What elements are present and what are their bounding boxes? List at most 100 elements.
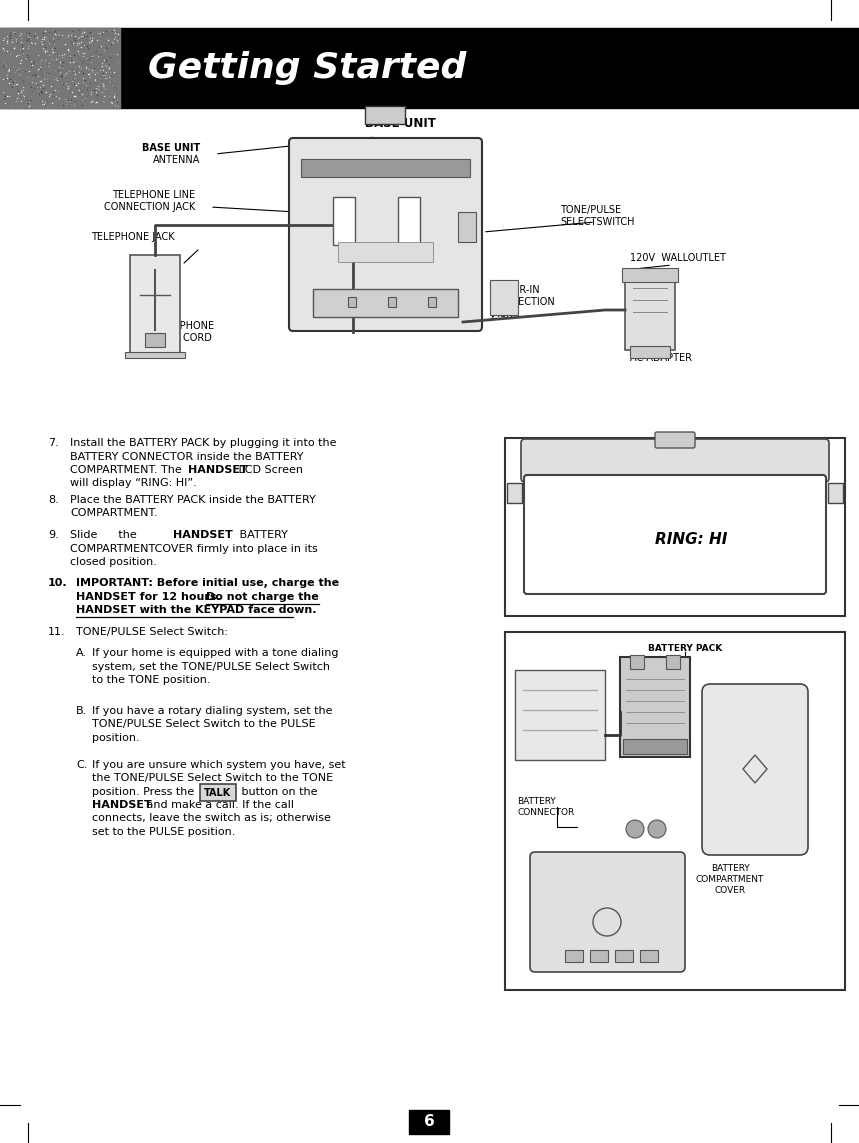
Text: BATTERY: BATTERY <box>517 797 556 806</box>
Text: Install the BATTERY PACK by plugging it into the: Install the BATTERY PACK by plugging it … <box>70 438 337 448</box>
Bar <box>630 346 670 358</box>
Bar <box>0 27 859 107</box>
Text: If your home is equipped with a tone dialing: If your home is equipped with a tone dia… <box>92 648 338 658</box>
Bar <box>640 950 658 962</box>
Bar <box>428 297 436 307</box>
FancyBboxPatch shape <box>521 439 829 482</box>
Text: will display “RING: HI”.: will display “RING: HI”. <box>70 479 197 488</box>
Text: BATTERY: BATTERY <box>710 864 749 873</box>
Text: TELEPHONE JACK: TELEPHONE JACK <box>91 232 175 242</box>
Text: BATTERY PACK: BATTERY PACK <box>648 644 722 653</box>
Text: COMPARTMENT. The: COMPARTMENT. The <box>70 465 186 475</box>
Text: 6: 6 <box>423 1114 435 1129</box>
Text: COVER: COVER <box>715 886 746 895</box>
Bar <box>125 352 185 358</box>
Text: 11.: 11. <box>48 628 65 637</box>
Text: TONE/PULSE: TONE/PULSE <box>560 205 621 215</box>
Bar <box>590 950 608 962</box>
Bar <box>620 657 690 757</box>
Bar <box>565 950 583 962</box>
Bar <box>828 483 843 503</box>
Text: TELEPHONE LINE: TELEPHONE LINE <box>112 190 195 200</box>
Text: HANDSET: HANDSET <box>188 465 247 475</box>
Bar <box>615 950 633 962</box>
Text: 120V  WALLOUTLET: 120V WALLOUTLET <box>630 253 726 263</box>
Bar <box>625 270 675 350</box>
Bar <box>515 670 605 760</box>
Text: IMPORTANT: Before initial use, charge the: IMPORTANT: Before initial use, charge th… <box>76 578 339 588</box>
Bar <box>505 632 845 990</box>
FancyBboxPatch shape <box>289 138 482 331</box>
Circle shape <box>648 820 666 838</box>
Text: the TONE/PULSE Select Switch to the TONE: the TONE/PULSE Select Switch to the TONE <box>92 774 333 783</box>
FancyBboxPatch shape <box>524 475 826 594</box>
Text: HANDSET with the KEYPAD face down.: HANDSET with the KEYPAD face down. <box>76 605 316 615</box>
Text: JACK: JACK <box>490 309 512 319</box>
Bar <box>338 242 433 262</box>
Circle shape <box>626 820 644 838</box>
Text: RING: HI: RING: HI <box>655 531 728 546</box>
Text: HANDSET: HANDSET <box>92 800 152 810</box>
Text: Slide      the: Slide the <box>70 530 155 539</box>
Text: Do not charge the: Do not charge the <box>206 591 319 601</box>
Bar <box>313 289 458 317</box>
Bar <box>409 1110 449 1134</box>
Text: TONE/PULSE Select Switch to the PULSE: TONE/PULSE Select Switch to the PULSE <box>92 719 315 729</box>
FancyBboxPatch shape <box>655 432 695 448</box>
FancyBboxPatch shape <box>199 783 235 800</box>
Bar <box>622 267 678 282</box>
Bar <box>388 297 396 307</box>
Text: LCD Screen: LCD Screen <box>235 465 303 475</box>
Bar <box>505 438 845 616</box>
Text: COMPARTMENT.: COMPARTMENT. <box>70 509 157 519</box>
Text: TELEPHONE: TELEPHONE <box>156 321 214 331</box>
Text: SELECTSWITCH: SELECTSWITCH <box>560 217 635 227</box>
Text: closed position.: closed position. <box>70 557 157 567</box>
Text: 9.: 9. <box>48 530 58 539</box>
Text: CONNECTION JACK: CONNECTION JACK <box>104 202 195 211</box>
Text: LINE CORD: LINE CORD <box>158 333 212 343</box>
Text: 7.: 7. <box>48 438 58 448</box>
Bar <box>630 655 644 669</box>
Text: A.: A. <box>76 648 87 658</box>
Text: HANDSET: HANDSET <box>173 530 233 539</box>
Text: If you are unsure which system you have, set: If you are unsure which system you have,… <box>92 760 345 770</box>
Text: Getting Started: Getting Started <box>148 51 466 85</box>
Text: connects, leave the switch as is; otherwise: connects, leave the switch as is; otherw… <box>92 814 331 823</box>
FancyBboxPatch shape <box>702 684 808 855</box>
Text: BASE UNIT: BASE UNIT <box>142 143 200 153</box>
Bar <box>0 27 120 107</box>
Bar <box>623 740 687 754</box>
Text: button on the: button on the <box>238 788 318 797</box>
Bar <box>365 106 405 123</box>
Text: COMPARTMENTCOVER firmly into place in its: COMPARTMENTCOVER firmly into place in it… <box>70 544 318 553</box>
Text: system, set the TONE/PULSE Select Switch: system, set the TONE/PULSE Select Switch <box>92 662 330 671</box>
Text: 8.: 8. <box>48 495 58 505</box>
Bar <box>333 197 355 245</box>
Text: position. Press the: position. Press the <box>92 788 198 797</box>
Text: position.: position. <box>92 733 140 743</box>
Text: If you have a rotary dialing system, set the: If you have a rotary dialing system, set… <box>92 706 332 716</box>
Text: B.: B. <box>76 706 88 716</box>
Bar <box>145 333 165 347</box>
Text: TONE/PULSE Select Switch:: TONE/PULSE Select Switch: <box>76 628 228 637</box>
Text: to the TONE position.: to the TONE position. <box>92 676 210 685</box>
Text: and make a call. If the call: and make a call. If the call <box>143 800 294 810</box>
Text: BASE UNIT: BASE UNIT <box>364 117 436 130</box>
Text: set to the PULSE position.: set to the PULSE position. <box>92 828 235 837</box>
Text: AC ADAPTER: AC ADAPTER <box>630 353 692 363</box>
Text: POWER-IN: POWER-IN <box>490 285 539 295</box>
Bar <box>398 197 420 245</box>
Bar <box>130 255 180 355</box>
Text: HANDSET for 12 hours.: HANDSET for 12 hours. <box>76 591 224 601</box>
Text: 10.: 10. <box>48 578 68 588</box>
Text: TALK: TALK <box>204 788 231 798</box>
Bar <box>348 297 356 307</box>
Bar <box>490 280 518 315</box>
Bar <box>301 159 470 177</box>
Text: Place the BATTERY PACK inside the BATTERY: Place the BATTERY PACK inside the BATTER… <box>70 495 316 505</box>
Text: CONNECTION: CONNECTION <box>490 297 556 307</box>
Bar <box>666 655 680 669</box>
Bar <box>507 483 522 503</box>
Text: CONNECTOR: CONNECTOR <box>517 808 575 817</box>
